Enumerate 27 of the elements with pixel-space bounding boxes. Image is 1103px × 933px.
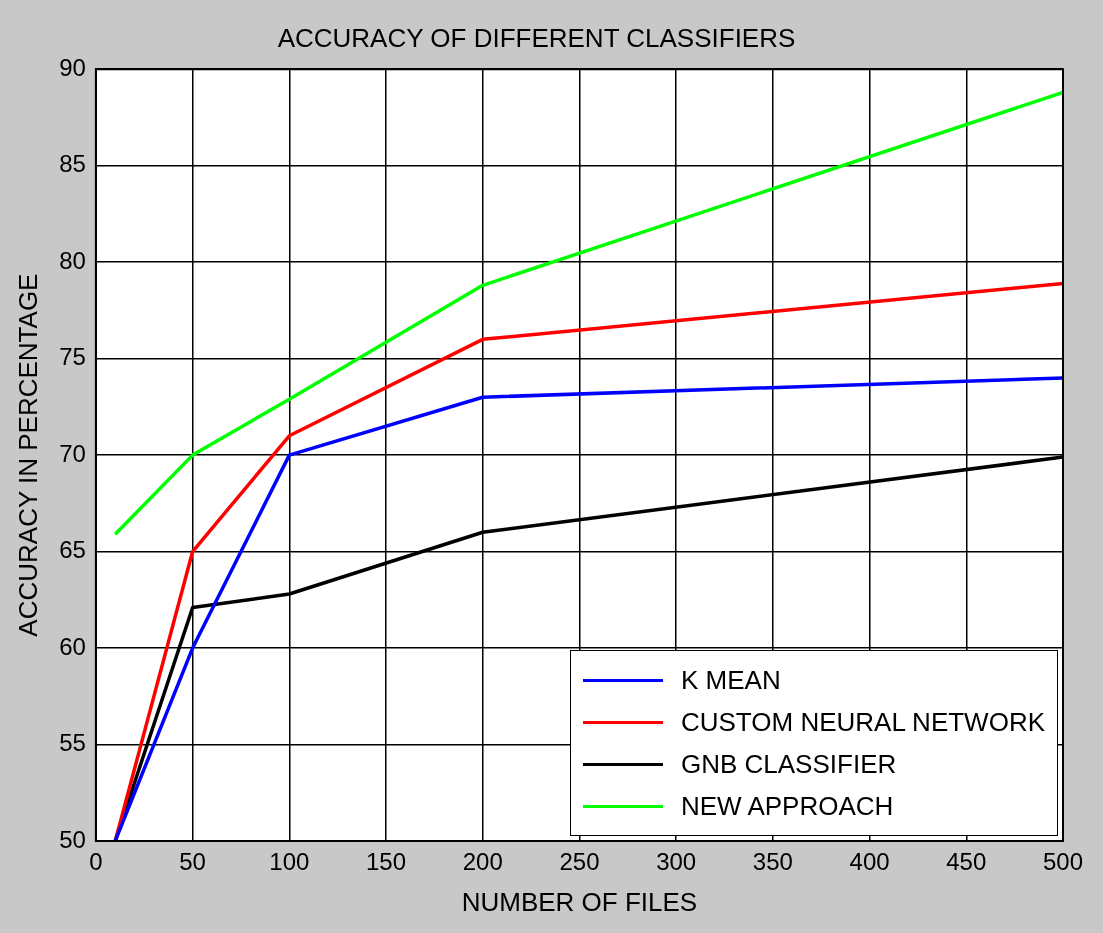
x-axis-title: NUMBER OF FILES (461, 886, 698, 917)
y-tick-label: 75 (59, 343, 86, 371)
y-axis-title: ACCURACY IN PERCENTAGE (12, 273, 43, 637)
chart-title: ACCURACY OF DIFFERENT CLASSIFIERS (277, 22, 796, 53)
y-tick-label: 55 (59, 729, 86, 757)
y-tick-label: 85 (59, 150, 86, 178)
y-tick-label: 50 (59, 825, 86, 853)
x-tick-label: 300 (656, 848, 697, 876)
legend-label: CUSTOM NEURAL NETWORK (680, 706, 1045, 738)
x-tick-label: 250 (559, 848, 600, 876)
legend-label: NEW APPROACH (680, 790, 894, 822)
x-tick-label: 350 (752, 848, 793, 876)
x-tick-label: 400 (849, 848, 890, 876)
x-tick-label: 450 (946, 848, 987, 876)
x-tick-label: 500 (1042, 848, 1084, 876)
y-tick-label: 60 (59, 632, 86, 660)
x-tick-label: 200 (462, 848, 503, 876)
y-tick-label: 80 (59, 246, 86, 274)
x-tick-label: 0 (89, 848, 103, 876)
y-tick-label: 70 (59, 439, 86, 467)
x-tick-label: 50 (179, 848, 206, 876)
x-tick-label: 100 (269, 848, 310, 876)
x-tick-label: 150 (366, 848, 407, 876)
y-tick-label: 65 (59, 536, 86, 564)
legend-label: GNB CLASSIFIER (680, 748, 897, 780)
legend-label: K MEAN (680, 664, 781, 696)
y-tick-label: 90 (59, 53, 86, 81)
